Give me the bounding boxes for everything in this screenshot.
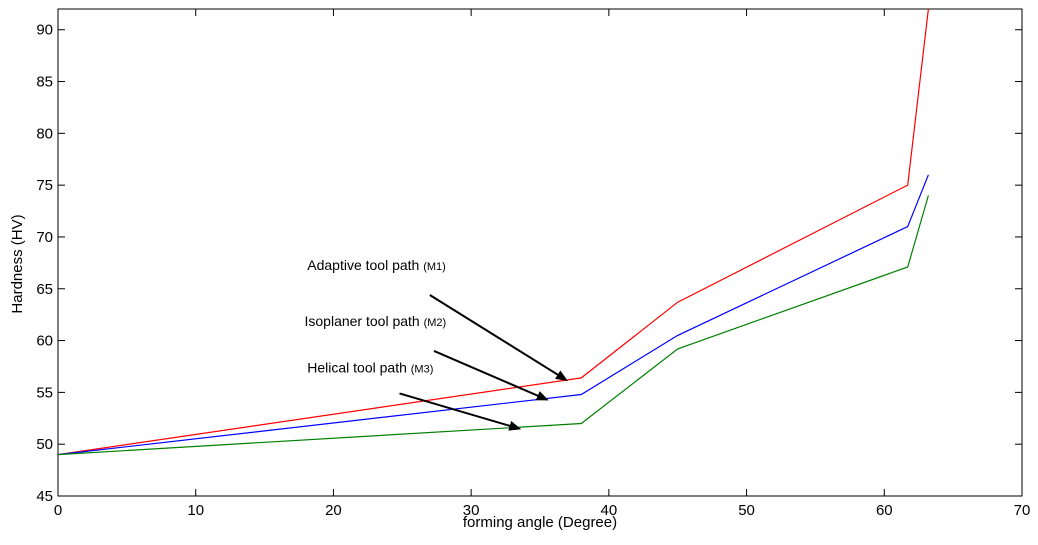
y-tick-label: 75 <box>36 177 53 194</box>
annotation-arrow <box>429 294 568 382</box>
y-tick-label: 50 <box>36 436 53 453</box>
y-tick-label: 85 <box>36 74 53 91</box>
y-tick-label: 80 <box>36 125 53 142</box>
series-line-1 <box>58 9 929 456</box>
annotation-label: Isoplaner tool path (M2) <box>305 313 447 329</box>
x-axis: 0 10 20 30 40 50 60 70 <box>54 9 1031 519</box>
series-layer <box>58 9 929 456</box>
y-tick-label: 55 <box>36 384 53 401</box>
x-tick-label: 0 <box>54 502 62 519</box>
y-axis: 45 50 55 60 65 70 75 80 85 90 <box>36 22 1022 505</box>
annotation-subtext: (M2) <box>424 317 447 329</box>
annotation-text: Isoplaner tool path <box>305 313 424 329</box>
x-tick-label: 20 <box>325 502 342 519</box>
x-tick-label: 60 <box>876 502 893 519</box>
y-tick-label: 65 <box>36 281 53 298</box>
x-tick-label: 50 <box>738 502 755 519</box>
x-tick-label: 10 <box>187 502 204 519</box>
plot-border <box>57 8 1023 497</box>
annotation-arrow <box>433 350 549 401</box>
annotation-2: Isoplaner tool path (M2) <box>305 313 549 401</box>
annotation-text: Adaptive tool path <box>307 257 423 273</box>
y-axis-title: Hardness (HV) <box>9 214 26 313</box>
y-tick-label: 60 <box>36 333 53 350</box>
annotation-3: Helical tool path (M3) <box>307 360 522 431</box>
series-line-3 <box>58 195 929 456</box>
annotation-subtext: (M3) <box>411 364 434 376</box>
y-tick-label: 45 <box>36 488 53 505</box>
series-line-2 <box>58 174 929 456</box>
x-tick-label: 40 <box>601 502 618 519</box>
annotation-label: Adaptive tool path (M1) <box>307 257 446 273</box>
plot-frame <box>57 8 1023 497</box>
annotation-layer: Adaptive tool path (M1) Isoplaner tool pa… <box>305 257 568 431</box>
annotation-label: Helical tool path (M3) <box>307 360 433 376</box>
annotation-text: Helical tool path <box>307 360 411 376</box>
y-tick-label: 70 <box>36 229 53 246</box>
annotation-1: Adaptive tool path (M1) <box>307 257 568 382</box>
annotation-arrow <box>399 392 522 431</box>
x-axis-title: forming angle (Degree) <box>463 514 617 531</box>
y-tick-label: 90 <box>36 22 53 39</box>
x-tick-label: 70 <box>1014 502 1031 519</box>
annotation-subtext: (M1) <box>423 261 446 273</box>
x-tick-label: 30 <box>463 502 480 519</box>
